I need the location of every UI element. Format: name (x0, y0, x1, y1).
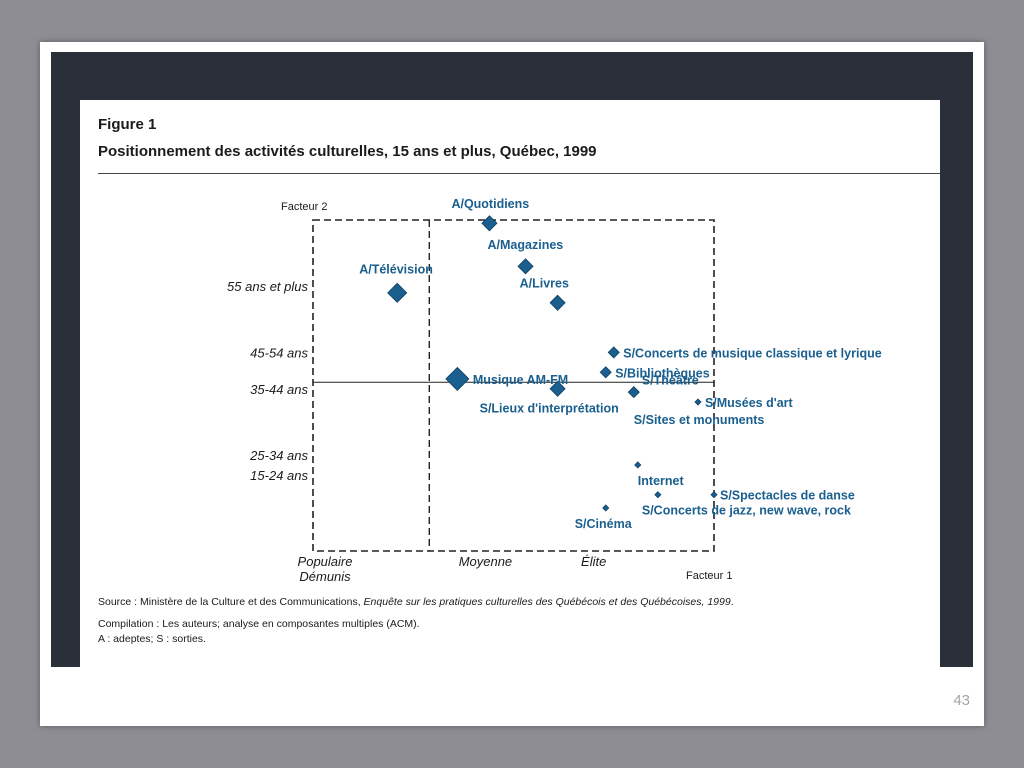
data-point (517, 258, 534, 275)
x-tick-label: Populaire (298, 554, 353, 569)
data-point-label: A/Quotidiens (451, 197, 529, 211)
data-point-label: S/Lieux d'interprétation (480, 401, 619, 415)
source-prefix: Source : Ministère de la Culture et des … (98, 596, 364, 608)
data-point-label: S/Sites et monuments (634, 413, 765, 427)
data-point (654, 491, 662, 499)
data-point (387, 282, 408, 303)
data-point-label: S/Concerts de musique classique et lyriq… (623, 346, 881, 360)
plot-frame (312, 219, 715, 552)
source-note: Source : Ministère de la Culture et des … (98, 596, 734, 608)
y-tick-label: 35-44 ans (250, 382, 308, 397)
compilation-note: Compilation : Les auteurs; analyse en co… (98, 618, 420, 630)
data-point-label: A/Livres (520, 276, 569, 290)
page-number: 43 (953, 692, 970, 709)
data-point-label: S/Concerts de jazz, new wave, rock (642, 504, 851, 518)
data-point (549, 294, 566, 311)
data-point (481, 215, 498, 232)
data-point-label: S/Bibliothèques (615, 366, 710, 380)
y-tick-label: 15-24 ans (250, 468, 308, 483)
source-suffix: . (730, 596, 734, 608)
figure-subtitle: Positionnement des activités culturelles… (98, 143, 597, 160)
scatter-chart: Facteur 2 Facteur 1 55 ans et plus 45-54 an… (227, 197, 882, 584)
data-point (627, 386, 640, 399)
x-tick-label: Démunis (299, 569, 351, 584)
data-point-label: A/Télévision (359, 262, 433, 276)
figure-title: Figure 1 (98, 116, 157, 133)
data-point (549, 380, 566, 397)
data-point-label: S/Musées d'art (705, 396, 794, 410)
data-point (634, 461, 642, 469)
y-tick-label: 55 ans et plus (227, 279, 308, 294)
data-point (445, 366, 470, 391)
source-title: Enquête sur les pratiques culturelles de… (363, 596, 731, 608)
data-point (710, 491, 718, 499)
y-tick-label: 25-34 ans (249, 448, 308, 463)
x-axis-label: Facteur 1 (686, 570, 732, 582)
data-point (599, 366, 612, 379)
data-point-label: Internet (638, 474, 685, 488)
data-point-label: A/Magazines (488, 238, 564, 252)
data-point-label: S/Cinéma (575, 517, 633, 531)
y-axis-label: Facteur 2 (281, 201, 327, 213)
legend-note: A : adeptes; S : sorties. (98, 633, 206, 645)
data-point-label: S/Théâtre (642, 374, 699, 388)
data-point-label: S/Spectacles de danse (720, 489, 855, 503)
y-tick-label: 45-54 ans (250, 345, 308, 360)
data-point (607, 346, 620, 359)
figure-panel: Figure 1 Positionnement des activités cu… (80, 100, 940, 667)
x-tick-label: Élite (581, 554, 606, 569)
title-divider (98, 173, 940, 174)
x-tick-label: Moyenne (459, 554, 512, 569)
data-point (602, 504, 610, 512)
data-point (694, 398, 702, 406)
data-point-label: Musique AM-FM (473, 373, 568, 387)
